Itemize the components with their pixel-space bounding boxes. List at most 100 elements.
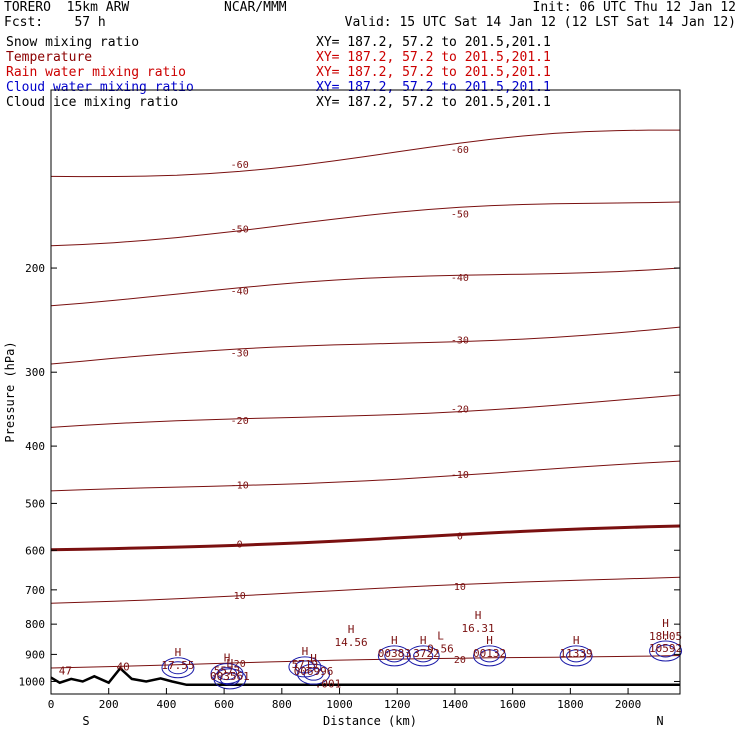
cloud-water-contour (297, 663, 331, 685)
isotherm-label: -60 (231, 160, 249, 171)
cloud-water-contour (377, 645, 411, 667)
high-marker: H (486, 634, 493, 647)
extrema-value: 00132 (473, 647, 506, 660)
high-marker: H (391, 634, 398, 647)
extrema-value: 9.56 (427, 643, 454, 656)
y-tick-label: 800 (25, 618, 45, 631)
cloud-water-contour (479, 649, 500, 663)
isotherm-line (50, 576, 681, 604)
isotherm-label: 10 (234, 591, 246, 602)
y-tick-label: 500 (25, 497, 45, 510)
extrema-value: .3722 (407, 647, 440, 660)
cloud-water-contour (649, 640, 683, 662)
high-marker: H (224, 652, 231, 665)
cloud-water-contour (294, 660, 316, 674)
y-tick-label: 700 (25, 584, 45, 597)
x-tick-label: 1000 (326, 698, 353, 711)
extrema-value: 47 (59, 665, 72, 678)
x-axis-title: Distance (km) (323, 714, 417, 728)
field-label-rain: Rain water mixing ratio (6, 65, 187, 80)
high-marker: H (662, 629, 669, 642)
cloud-water-contour (566, 649, 587, 663)
extrema-value: 14.56 (335, 636, 368, 649)
valid-time: Valid: 15 UTC Sat 14 Jan 12 (12 LST Sat … (344, 15, 736, 30)
cloud-water-contour (161, 657, 195, 679)
y-axis-title: Pressure (hPa) (3, 341, 17, 442)
isotherm-label: -20 (451, 405, 469, 416)
extrema-value: 00383 (378, 647, 411, 660)
cloud-water-contour (303, 667, 324, 681)
extrema-value: 003561 (210, 670, 250, 683)
org-label: NCAR/MMM (224, 0, 287, 15)
north-label: N (656, 714, 663, 728)
forecast-hour: Fcst: 57 h (4, 15, 106, 30)
high-marker: H (227, 657, 234, 670)
xy-label-cloud-water: XY= 187.2, 57.2 to 201.5,201.1 (316, 80, 551, 95)
x-tick-label: 1600 (499, 698, 526, 711)
extrema-value: .001 (315, 678, 342, 691)
field-label-temperature: Temperature (6, 50, 93, 65)
extrema-value: 5573 (214, 665, 241, 678)
x-tick-label: 400 (156, 698, 176, 711)
extrema-value: 5719 (292, 658, 319, 671)
cloud-water-contour (413, 649, 434, 663)
xy-label-cloud-ice: XY= 187.2, 57.2 to 201.5,201.1 (316, 95, 551, 110)
isotherm-label: -30 (231, 349, 249, 360)
isotherm-line (50, 129, 680, 178)
x-tick-label: 800 (272, 698, 292, 711)
isotherm-label: -60 (451, 145, 469, 156)
model-title: TORERO 15km ARW (4, 0, 130, 15)
isotherm-label: -40 (451, 273, 469, 284)
terrain-line (50, 666, 680, 687)
high-marker: H (573, 634, 580, 647)
isotherm-label: 0 (457, 531, 463, 542)
extrema-value: 40 (117, 661, 130, 674)
isotherm-line (50, 524, 681, 552)
isotherm-line (50, 460, 681, 492)
xy-label-rain: XY= 187.2, 57.2 to 201.5,201.1 (316, 65, 551, 80)
low-marker: L (437, 630, 444, 643)
cloud-water-contour (559, 645, 593, 667)
isotherm-line (50, 394, 681, 428)
cloud-water-contour (473, 645, 507, 667)
y-tick-label: 200 (25, 262, 45, 275)
high-marker: H (348, 623, 355, 636)
isotherm-label: -50 (451, 210, 469, 221)
isotherm-label: 0 (237, 539, 243, 550)
extrema-value: 006996 (294, 665, 334, 678)
isotherm-label: -30 (451, 335, 469, 346)
y-tick-label: 600 (25, 544, 45, 557)
high-marker: H (310, 652, 317, 665)
field-label-cloud-water: Cloud water mixing ratio (6, 80, 194, 95)
x-tick-label: 600 (214, 698, 234, 711)
high-marker: H (175, 646, 182, 659)
init-time: Init: 06 UTC Thu 12 Jan 12 (532, 0, 737, 15)
isotherm-label: -50 (231, 225, 249, 236)
cloud-water-contour (167, 661, 189, 675)
high-marker: H (302, 645, 309, 658)
isotherm-line (50, 267, 681, 307)
high-marker: H (662, 617, 669, 630)
isotherm-line (50, 201, 681, 247)
xy-label-temperature: XY= 187.2, 57.2 to 201.5,201.1 (316, 50, 551, 65)
extrema-value: 11339 (560, 647, 593, 660)
x-tick-label: 1400 (442, 698, 469, 711)
isotherm-label: -20 (231, 416, 249, 427)
xy-label-snow: XY= 187.2, 57.2 to 201.5,201.1 (316, 35, 551, 50)
x-tick-label: 200 (99, 698, 119, 711)
cloud-water-contour (406, 645, 440, 667)
x-tick-label: 0 (48, 698, 55, 711)
cloud-water-contour (216, 667, 238, 681)
south-label: S (82, 714, 89, 728)
y-tick-label: 300 (25, 366, 45, 379)
extrema-value: 10592 (649, 642, 682, 655)
x-tick-label: 1800 (557, 698, 584, 711)
isotherm-label: -10 (231, 480, 249, 491)
plot-frame (50, 89, 681, 695)
y-tick-label: 1000 (19, 675, 46, 688)
extrema-value: 16.31 (461, 622, 494, 635)
cloud-water-contour (384, 649, 405, 663)
field-label-snow: Snow mixing ratio (6, 35, 140, 50)
isotherm-line (50, 326, 681, 365)
